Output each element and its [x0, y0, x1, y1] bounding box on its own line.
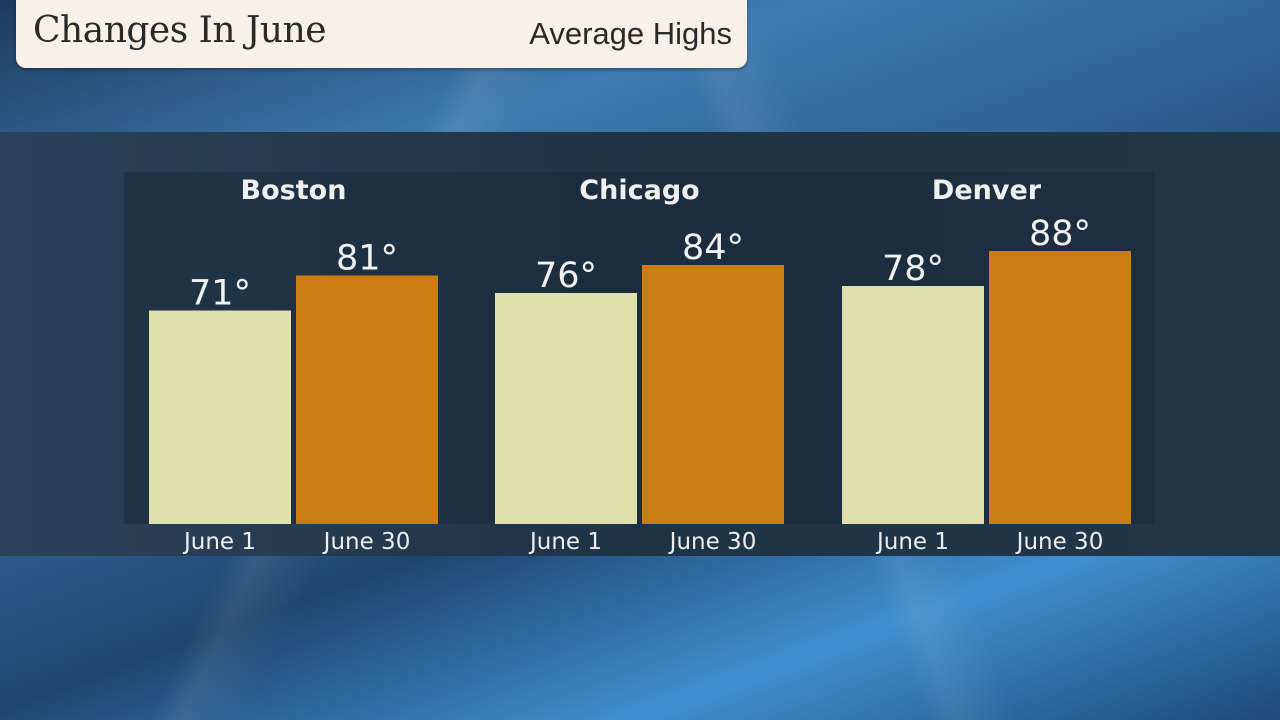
value-label: 78° — [882, 249, 944, 289]
bar-denver-0 — [842, 286, 984, 524]
bar-boston-0 — [149, 310, 291, 524]
group-label-chicago: Chicago — [579, 175, 699, 206]
category-label: June 30 — [668, 529, 757, 555]
value-label: 76° — [535, 256, 597, 296]
category-label: June 1 — [528, 529, 602, 555]
group-label-boston: Boston — [241, 175, 347, 206]
value-label: 88° — [1029, 214, 1091, 254]
category-label: June 30 — [1015, 529, 1104, 555]
category-label: June 30 — [322, 529, 411, 555]
bar-boston-1 — [296, 275, 438, 524]
group-label-denver: Denver — [932, 175, 1042, 206]
bar-chicago-1 — [642, 265, 784, 524]
value-label: 81° — [336, 239, 398, 279]
category-label: June 1 — [182, 529, 256, 555]
title-card: Changes In June Average Highs — [16, 0, 747, 68]
category-label: June 1 — [875, 529, 949, 555]
page-subtitle: Average Highs — [529, 16, 732, 51]
bar-chicago-0 — [495, 293, 637, 524]
value-label: 84° — [682, 228, 744, 268]
value-label: 71° — [189, 274, 251, 314]
bar-denver-1 — [989, 251, 1131, 524]
page-title: Changes In June — [33, 10, 327, 51]
